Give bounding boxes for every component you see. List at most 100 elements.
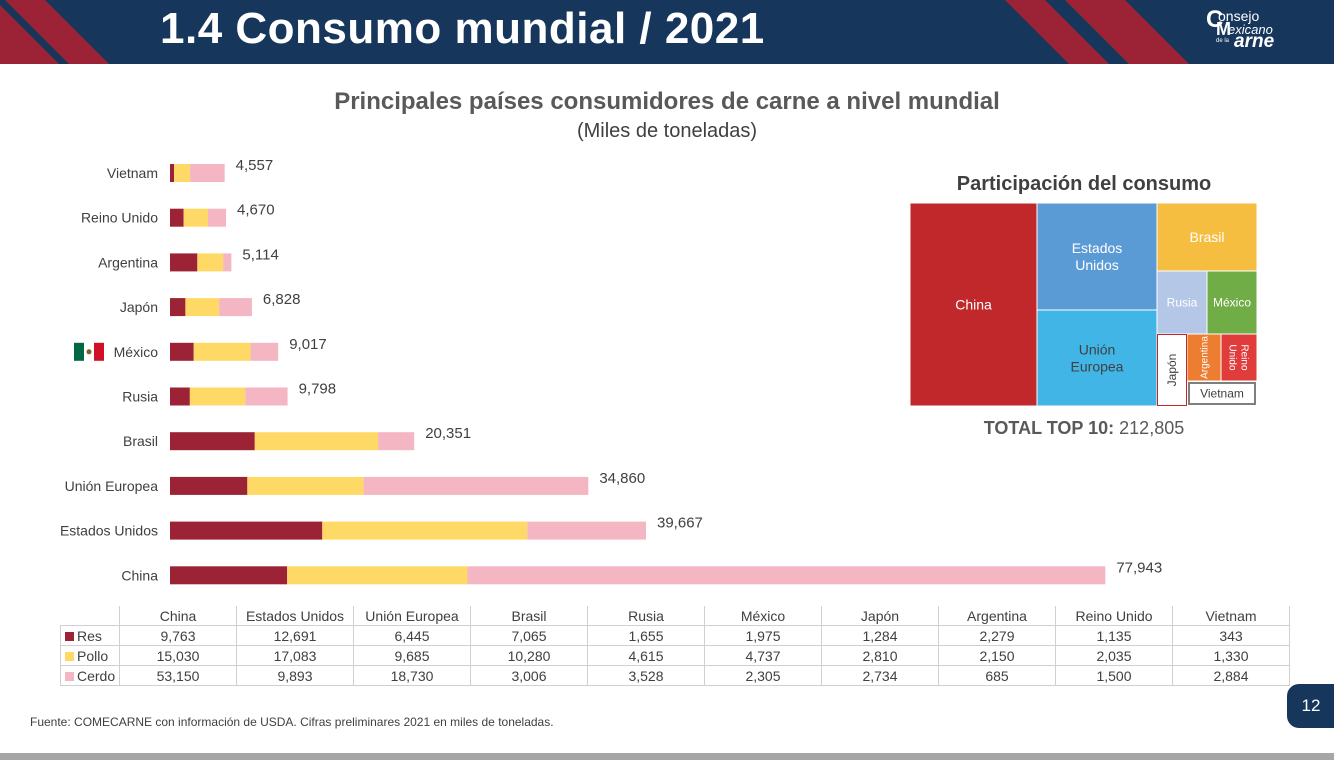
bar-segment-res: [170, 298, 186, 317]
total-data-label: 9,798: [299, 381, 337, 398]
bar-segment-pollo: [322, 521, 528, 540]
table-cell: 2,734: [821, 665, 939, 686]
category-label: Vietnam: [107, 165, 158, 181]
bar-segment-res: [170, 164, 175, 182]
logo-line-1: onsejo: [1218, 8, 1260, 24]
legend-swatch-pollo: [65, 651, 74, 661]
bar-segment-res: [170, 432, 255, 451]
chart-subtitle: (Miles de toneladas): [576, 120, 758, 142]
bar-segment-cerdo: [245, 387, 288, 406]
row-label-text: Res: [77, 627, 102, 644]
treemap-cell: Vietnam: [1188, 382, 1256, 405]
column-header: Rusia: [587, 606, 705, 626]
treemap-rect: [910, 203, 1037, 406]
category-label: Estados Unidos: [60, 523, 158, 539]
table-cell: 685: [938, 665, 1056, 686]
bar-segment-cerdo: [219, 298, 252, 317]
table-cell: 3,528: [587, 665, 705, 686]
treemap-label: Vietnam: [1200, 387, 1244, 401]
logo-line-4: arne: [1234, 31, 1275, 52]
row-label: Pollo: [60, 645, 120, 666]
treemap-cell: Estados Unidos: [1037, 203, 1157, 310]
table-cell: 2,279: [938, 625, 1056, 646]
bar-segment-pollo: [247, 476, 364, 495]
total-data-label: 4,557: [236, 157, 274, 174]
comecarne-logo: C onsejo M exicano de la arne: [1206, 6, 1324, 58]
treemap-title: Participación del consumo: [956, 173, 1212, 195]
treemap-label: ReinoUnido: [1227, 344, 1250, 371]
category-label: Reino Unido: [81, 210, 158, 226]
treemap-label: México: [1213, 296, 1251, 310]
table-cell: 2,305: [704, 665, 822, 686]
total-data-label: 9,017: [289, 336, 327, 353]
treemap-cell: México: [1207, 271, 1257, 334]
table-cell: 343: [1172, 625, 1290, 646]
bar-segment-cerdo: [190, 164, 225, 182]
total-data-label: 5,114: [242, 246, 278, 263]
total-data-label: 77,943: [1116, 559, 1162, 576]
logo-line-2: exicano: [1228, 22, 1273, 37]
slide-title: 1.4 Consumo mundial / 2021: [160, 4, 765, 53]
bar-segment-cerdo: [223, 253, 232, 272]
table-cell: 17,083: [236, 645, 354, 666]
logo-line-3: de la: [1216, 38, 1230, 44]
column-header: Unión Europea: [353, 606, 471, 626]
treemap-rect: [1188, 382, 1256, 405]
treemap-label: Brasil: [1189, 229, 1224, 245]
total-data-label: 20,351: [425, 425, 471, 442]
category-label: Japón: [120, 299, 158, 315]
treemap-rect: [1187, 334, 1221, 381]
treemap-cell: Japón: [1157, 334, 1187, 406]
table-row-res: Res 9,763 12,691 6,445 7,065 1,655 1,975…: [60, 625, 1290, 646]
table-cell: 6,445: [353, 625, 471, 646]
total-label: TOTAL TOP 10:: [983, 418, 1115, 438]
table-cell: 9,893: [236, 665, 354, 686]
column-header: Argentina: [938, 606, 1056, 626]
treemap-label: Japón: [1165, 354, 1179, 387]
source-note: Fuente: COMECARNE con información de USD…: [30, 715, 554, 729]
table-cell: 12,691: [236, 625, 354, 646]
treemap-rect: [1207, 271, 1257, 334]
table-cell: 1,330: [1172, 645, 1290, 666]
table-cell: 4,737: [704, 645, 822, 666]
bar-segment-res: [170, 342, 194, 361]
bar-segment-pollo: [189, 387, 246, 406]
column-header: Brasil: [470, 606, 588, 626]
table-cell: 15,030: [119, 645, 237, 666]
treemap-rect: [1221, 334, 1257, 381]
table-cell: 9,763: [119, 625, 237, 646]
total-top10: TOTAL TOP 10: 212,805: [910, 418, 1258, 439]
logo-initial-m: M: [1216, 19, 1231, 39]
table-cell: 1,284: [821, 625, 939, 646]
treemap-cell: China: [910, 203, 1037, 406]
treemap-cell: Unión Europea: [1037, 310, 1157, 406]
legend-swatch-cerdo: [65, 671, 74, 681]
treemap-label: Unión Europea: [1071, 342, 1124, 375]
category-label: China: [121, 567, 158, 583]
bar-segment-res: [170, 476, 248, 495]
table-cell: 1,135: [1055, 625, 1173, 646]
treemap-cell: ReinoUnido: [1221, 334, 1257, 381]
table-cell: 4,615: [587, 645, 705, 666]
mexico-flag-icon: [74, 342, 104, 361]
stacked-bar-chart: Vietnam 4,557 Reino Unido 4,670 Argentina 5,1…: [60, 157, 1162, 585]
row-label-text: Cerdo: [77, 667, 116, 684]
bar-segment-cerdo: [527, 521, 647, 540]
total-data-label: 34,860: [599, 470, 645, 487]
column-header: China: [119, 606, 237, 626]
row-label-text: Pollo: [77, 647, 109, 664]
bottom-bar: [0, 753, 1334, 760]
treemap-label: Estados Unidos: [1072, 240, 1123, 273]
table-cell: 10,280: [470, 645, 588, 666]
column-header: Estados Unidos: [236, 606, 354, 626]
bar-segment-res: [170, 566, 288, 585]
treemap-cell: Rusia: [1157, 271, 1207, 334]
category-label: Rusia: [122, 389, 158, 405]
total-data-label: 4,670: [237, 202, 275, 219]
row-label: Res: [60, 625, 120, 646]
table-cell: 7,065: [470, 625, 588, 646]
treemap-label: Argentina: [1200, 336, 1211, 379]
table-header-row: China Estados Unidos Unión Europea Brasi…: [60, 606, 1290, 626]
table-row-pollo: Pollo 15,030 17,083 9,685 10,280 4,615 4…: [60, 645, 1290, 666]
treemap-rect: [1157, 271, 1207, 334]
